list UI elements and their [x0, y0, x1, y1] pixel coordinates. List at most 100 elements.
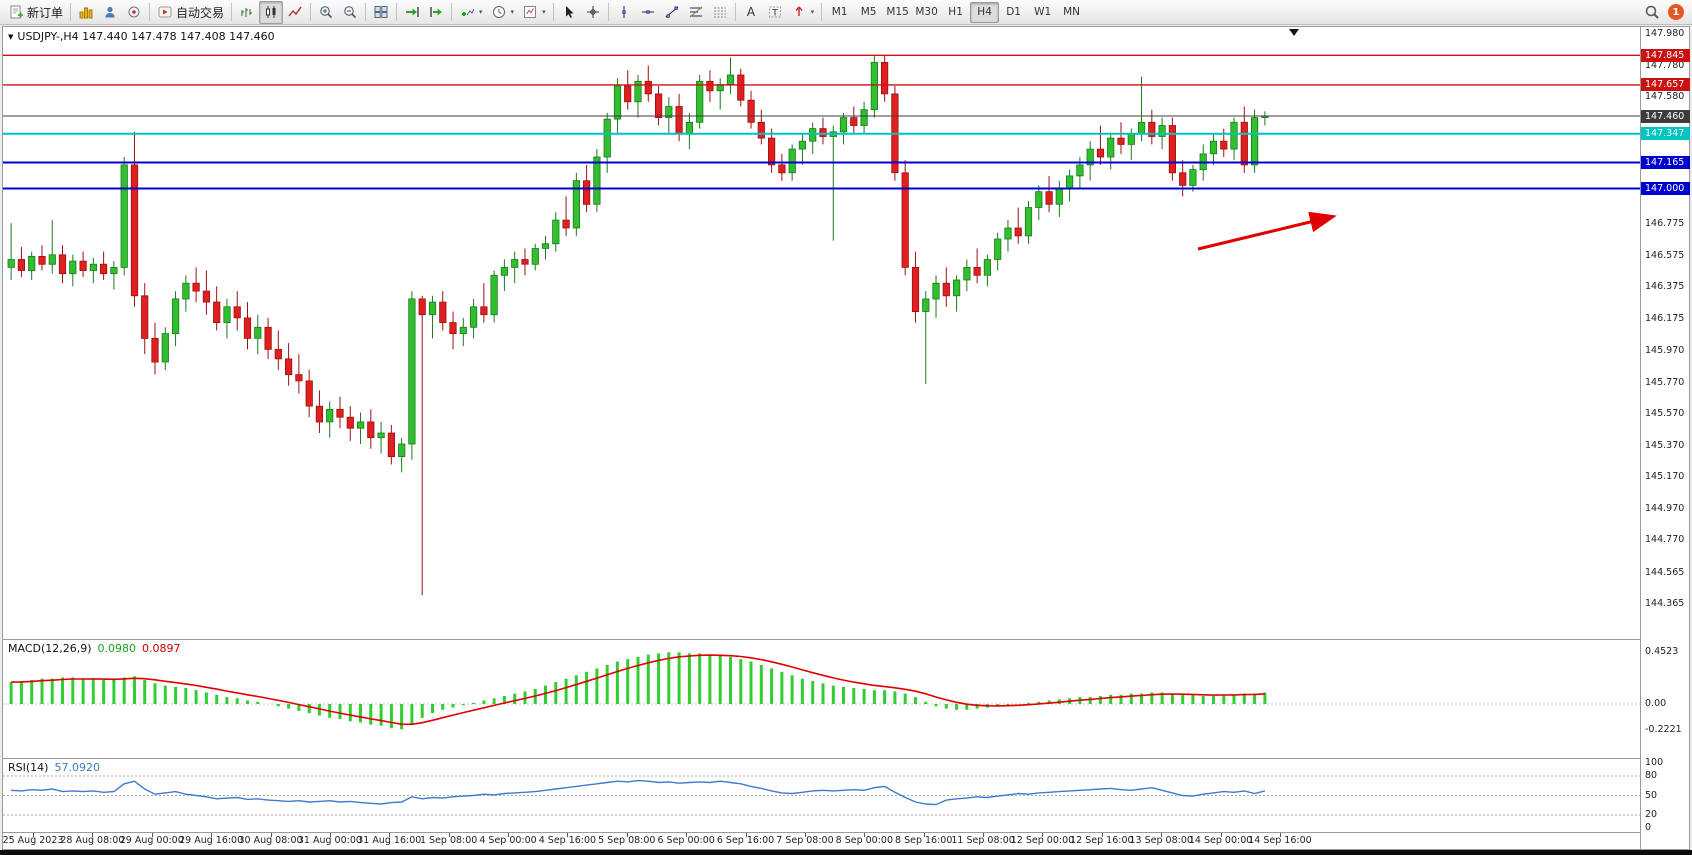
time-axis[interactable]: 25 Aug 2023 28 Aug 08:00 29 Aug 00:00 29 Au…	[3, 833, 1640, 849]
rsi-chart-canvas[interactable]	[3, 759, 1640, 832]
price-badge-level: 147.347	[1641, 127, 1690, 141]
profile-button[interactable]	[98, 1, 122, 24]
zoom-in-button[interactable]	[314, 1, 338, 24]
templates-dropdown-icon[interactable]: ▾	[542, 8, 546, 16]
candlestick-chart-canvas[interactable]	[3, 27, 1640, 639]
toolbar-separator	[734, 3, 736, 21]
line-chart-button[interactable]	[283, 1, 307, 24]
price-tick-label: 146.375	[1645, 281, 1685, 293]
auto-scroll-button[interactable]	[400, 1, 424, 24]
price-tick-label: 145.770	[1645, 376, 1685, 388]
market-broadcast-button[interactable]	[122, 1, 146, 24]
grid-icon	[713, 7, 726, 18]
new-order-button[interactable]: 新订单	[4, 1, 67, 24]
arrows-button[interactable]: ▾	[787, 1, 819, 24]
price-tick-label: 145.970	[1645, 344, 1685, 356]
text-label-button[interactable]: T	[763, 1, 787, 24]
time-tick	[626, 833, 628, 837]
time-tick	[389, 833, 391, 837]
timeframe-mn-button[interactable]: MN	[1063, 6, 1081, 18]
textT-icon: T	[768, 6, 781, 19]
templates-button[interactable]: ▾	[518, 1, 550, 24]
price-tick-label: 144.565	[1645, 566, 1685, 578]
timeframe-m30-button[interactable]: M30	[915, 6, 938, 18]
rsi-panel[interactable]: RSI(14) 57.0920	[3, 759, 1640, 832]
timeframe-m5-button[interactable]: M5	[860, 6, 877, 18]
timeframe-m1-button[interactable]: M1	[831, 6, 848, 18]
panel-divider[interactable]	[3, 639, 1689, 640]
rsi-name: RSI(14)	[8, 761, 49, 774]
shift-icon	[430, 7, 443, 17]
grid-button[interactable]	[708, 1, 732, 24]
template-icon	[524, 6, 537, 18]
price-tick-label: 144.970	[1645, 502, 1685, 514]
auto-trading-label: 自动交易	[176, 5, 225, 20]
linechart-icon	[288, 6, 302, 17]
time-axis-label: 1 Sep 08:00	[419, 835, 478, 846]
cursor-icon	[565, 6, 574, 18]
time-tick	[745, 833, 747, 837]
zoom-out-button[interactable]	[338, 1, 362, 24]
auto-trading-button[interactable]: 自动交易	[153, 1, 228, 24]
price-badge-resistance: 147.657	[1641, 78, 1690, 92]
chart-shift-button[interactable]	[424, 1, 448, 24]
time-tick	[211, 833, 213, 837]
candles-icon	[266, 6, 276, 18]
svg-text:A: A	[746, 5, 755, 19]
clock-icon	[492, 6, 505, 18]
macd-chart-canvas[interactable]	[3, 640, 1640, 758]
time-axis-label: 25 Aug 2023	[2, 835, 64, 846]
indicators-dropdown-icon[interactable]: ▾	[479, 8, 483, 16]
fibonacci-button[interactable]	[684, 1, 708, 24]
window-bottom-edge	[0, 850, 1692, 855]
main-chart-panel[interactable]	[3, 27, 1640, 639]
chart-window-button[interactable]	[74, 1, 98, 24]
candlestick-chart-button[interactable]	[259, 0, 284, 24]
timeframe-w1-button[interactable]: W1	[1034, 6, 1052, 18]
trend-line-button[interactable]	[660, 1, 684, 24]
time-tick	[1279, 833, 1281, 837]
toolbar-separator	[231, 3, 233, 21]
bars-chart-button[interactable]	[235, 1, 259, 24]
indicators-button[interactable]: ▾	[455, 1, 487, 24]
toolbar-separator	[365, 3, 367, 21]
rsi-tick-label: 20	[1645, 809, 1658, 820]
periods-dropdown-icon[interactable]: ▾	[510, 8, 515, 16]
price-badge-current-price: 147.460	[1641, 109, 1690, 123]
price-tick-label: 145.570	[1645, 408, 1685, 420]
macd-signal-line	[11, 654, 1265, 726]
timeframe-h4-button[interactable]: H4	[970, 1, 1000, 23]
chart-menu-icon[interactable]: ▼	[8, 32, 14, 41]
price-tick-label: 147.780	[1645, 59, 1685, 71]
horizontal-line-button[interactable]	[636, 1, 660, 24]
time-tick	[33, 833, 34, 837]
vertical-line-button[interactable]	[612, 1, 636, 24]
price-axis[interactable]: 147.980147.780147.580146.975146.775146.5…	[1640, 27, 1690, 849]
notification-badge[interactable]: 1	[1668, 4, 1684, 20]
toolbar-separator	[552, 3, 554, 21]
zoom-out-icon	[344, 6, 357, 19]
zoom-in-icon	[320, 6, 333, 19]
textA-icon: A	[746, 5, 755, 19]
timeframe-m15-button[interactable]: M15	[886, 6, 909, 18]
tile-windows-button[interactable]	[369, 1, 393, 24]
arrows-dropdown-icon[interactable]: ▾	[810, 8, 815, 16]
chart-yellow-icon	[79, 7, 93, 19]
panel-divider[interactable]	[3, 832, 1689, 833]
crosshair-icon	[586, 6, 599, 18]
toolbar-separator	[310, 3, 312, 21]
cursor-button[interactable]	[557, 1, 581, 24]
text-button[interactable]: A	[739, 1, 763, 24]
rsi-line	[11, 779, 1266, 806]
timeframe-d1-button[interactable]: D1	[1006, 6, 1021, 18]
crosshair-button[interactable]	[581, 1, 605, 24]
timeframe-h1-button[interactable]: H1	[948, 6, 963, 18]
time-axis-label: 31 Aug 16:00	[357, 835, 422, 846]
search-button[interactable]	[1640, 1, 1664, 24]
macd-panel[interactable]: MACD(12,26,9) 0.0980 0.0897	[3, 640, 1640, 758]
periods-button[interactable]: ▾	[487, 1, 519, 24]
chart-window[interactable]: ▼ USDJPY-,H4 147.440 147.478 147.408 147…	[2, 26, 1690, 850]
toolbar-separator	[821, 3, 823, 21]
panel-divider[interactable]	[3, 758, 1689, 759]
price-tick-label: 144.365	[1645, 598, 1685, 610]
